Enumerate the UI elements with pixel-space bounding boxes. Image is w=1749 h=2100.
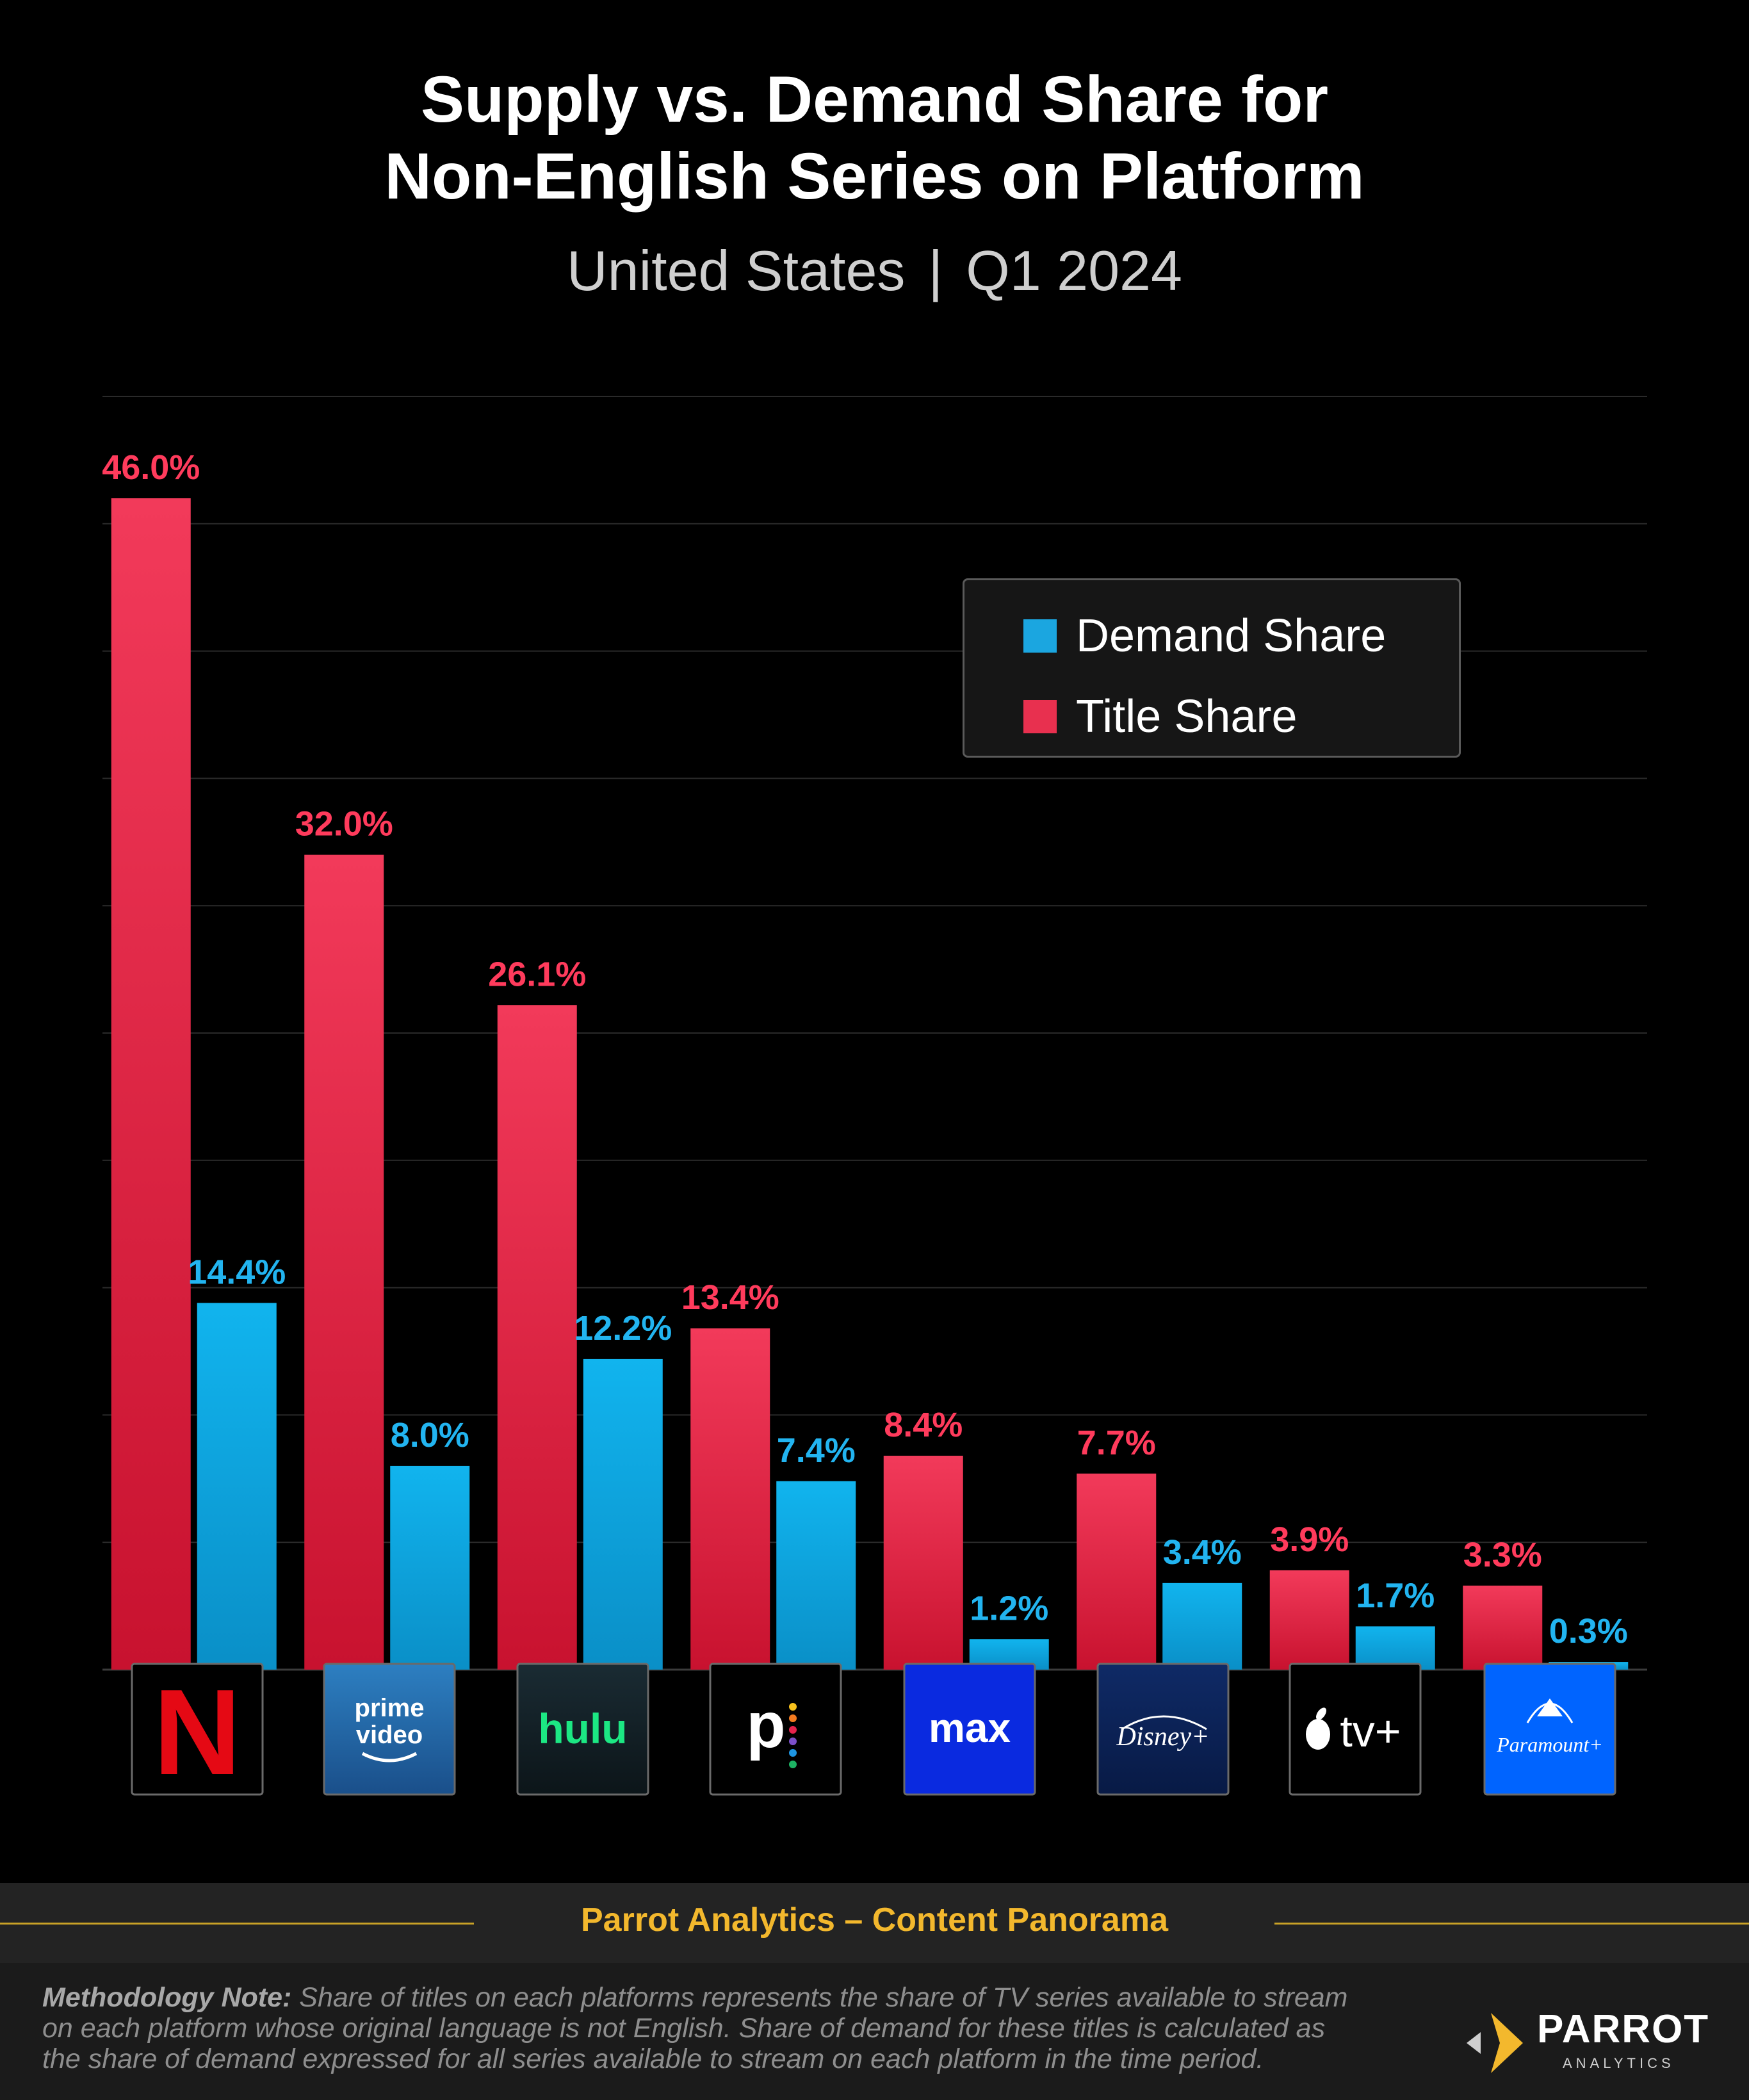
apple-tv-plus-logo: tv+: [1289, 1663, 1422, 1796]
paramount-mountain-icon: [1537, 1698, 1563, 1716]
data-label-title-share: 26.1%: [488, 955, 586, 993]
data-label-demand-share: 3.4%: [1163, 1533, 1242, 1572]
parrot-mark-icon: [1467, 2013, 1523, 2073]
bars: [111, 498, 1629, 1670]
data-label-demand-share: 1.2%: [970, 1589, 1048, 1627]
chart-title-line-2: Non-English Series on Platform: [384, 140, 1365, 213]
brand-sub: ANALYTICS: [1563, 2055, 1675, 2071]
footer-rule-left: [0, 1923, 474, 1925]
legend-label-demand: Demand Share: [1076, 610, 1387, 662]
chart-title-line-1: Supply vs. Demand Share for: [420, 63, 1329, 136]
bar-title-share: [111, 498, 191, 1670]
platform-logos: N prime video hulu p: [131, 1663, 1616, 1800]
hulu-logo-text: hulu: [538, 1705, 627, 1752]
bar-demand-share: [1355, 1626, 1435, 1670]
chart-subtitle: United States | Q1 2024: [0, 238, 1749, 304]
chart-legend: Demand Share Title Share: [963, 578, 1461, 758]
footer-source: Parrot Analytics – Content Panorama: [581, 1901, 1168, 1939]
methodology-note-line-3: the share of demand expressed for all se…: [42, 2044, 1264, 2074]
paramount-plus-logo-text: Paramount+: [1496, 1733, 1603, 1756]
max-logo-text: max: [929, 1705, 1011, 1751]
data-label-demand-share: 1.7%: [1356, 1576, 1435, 1615]
subtitle-country: United States: [567, 239, 906, 302]
methodology-note: Methodology Note: Share of titles on eac…: [42, 1982, 1464, 2074]
max-logo: max: [903, 1663, 1036, 1796]
netflix-logo: N: [131, 1663, 264, 1800]
peacock-logo: p: [709, 1663, 842, 1796]
methodology-note-line-2: on each platform whose original language…: [42, 2013, 1326, 2044]
bar-title-share: [304, 854, 384, 1670]
methodology-note-line-1: Share of titles on each platforms repres…: [299, 1982, 1348, 2013]
data-label-demand-share: 12.2%: [574, 1309, 672, 1347]
bar-title-share: [690, 1328, 770, 1670]
hulu-logo: hulu: [516, 1663, 649, 1796]
prime-video-logo-line-1: prime: [355, 1694, 425, 1722]
data-label-title-share: 46.0%: [102, 448, 200, 487]
chart-title: Supply vs. Demand Share for Non-English …: [0, 61, 1749, 215]
parrot-analytics-logo: PARROT ANALYTICS: [1467, 2001, 1708, 2078]
prime-video-logo-line-2: video: [356, 1721, 423, 1749]
data-label-title-share: 8.4%: [884, 1406, 963, 1444]
data-label-demand-share: 14.4%: [188, 1253, 286, 1291]
footer-rule-right: [1274, 1923, 1749, 1925]
bar-demand-share: [776, 1481, 856, 1670]
bar-title-share: [497, 1005, 577, 1670]
bar-title-share: [1269, 1570, 1349, 1670]
legend-item-title-share: Title Share: [1023, 690, 1297, 743]
paramount-plus-logo: Paramount+: [1483, 1663, 1616, 1796]
bar-demand-share: [583, 1358, 663, 1670]
bar-demand-share: [197, 1303, 277, 1670]
bar-title-share: [1077, 1473, 1157, 1670]
brand-name: PARROT: [1537, 2007, 1710, 2051]
subtitle-separator: |: [928, 239, 943, 302]
peacock-logo-text: p: [746, 1689, 785, 1761]
paramount-stars-arc-icon: [1526, 1702, 1574, 1723]
bar-chart: 46.0% 14.4% 32.0% 8.0% 26.1% 12.2%13.4% 7.4% 8.…: [102, 396, 1647, 1800]
methodology-note-lead: Methodology Note:: [42, 1982, 292, 2013]
bar-demand-share: [390, 1465, 470, 1670]
bar-title-share: [883, 1456, 963, 1670]
disney-arc-icon: [1121, 1715, 1207, 1730]
disney-plus-logo: Disney+: [1096, 1663, 1230, 1796]
data-label-title-share: 13.4%: [681, 1278, 779, 1317]
data-labels: 46.0% 14.4% 32.0% 8.0% 26.1% 12.2%13.4% 7.4% 8.…: [102, 448, 1628, 1650]
data-label-demand-share: 0.3%: [1549, 1612, 1628, 1650]
legend-item-demand-share: Demand Share: [1023, 610, 1386, 662]
legend-swatch-title: [1023, 700, 1057, 733]
apple-tv-plus-logo-text: tv+: [1340, 1706, 1401, 1756]
netflix-logo-text: N: [153, 1665, 241, 1800]
legend-label-title: Title Share: [1076, 691, 1298, 742]
data-label-title-share: 3.9%: [1270, 1520, 1349, 1559]
footer: Parrot Analytics – Content Panorama Meth…: [0, 1883, 1749, 2100]
prime-smile-icon: [361, 1752, 418, 1762]
data-label-title-share: 7.7%: [1077, 1424, 1156, 1462]
legend-swatch-demand: [1023, 619, 1057, 653]
disney-plus-logo-text: Disney+: [1116, 1722, 1210, 1752]
data-label-demand-share: 8.0%: [391, 1416, 469, 1454]
prime-video-logo: prime video: [323, 1663, 456, 1796]
data-label-title-share: 3.3%: [1463, 1536, 1542, 1574]
data-label-title-share: 32.0%: [295, 805, 393, 843]
data-label-demand-share: 7.4%: [777, 1431, 856, 1470]
bar-title-share: [1463, 1585, 1543, 1670]
subtitle-period: Q1 2024: [966, 239, 1182, 302]
apple-icon: [1306, 1707, 1330, 1750]
bar-demand-share: [1162, 1583, 1242, 1670]
